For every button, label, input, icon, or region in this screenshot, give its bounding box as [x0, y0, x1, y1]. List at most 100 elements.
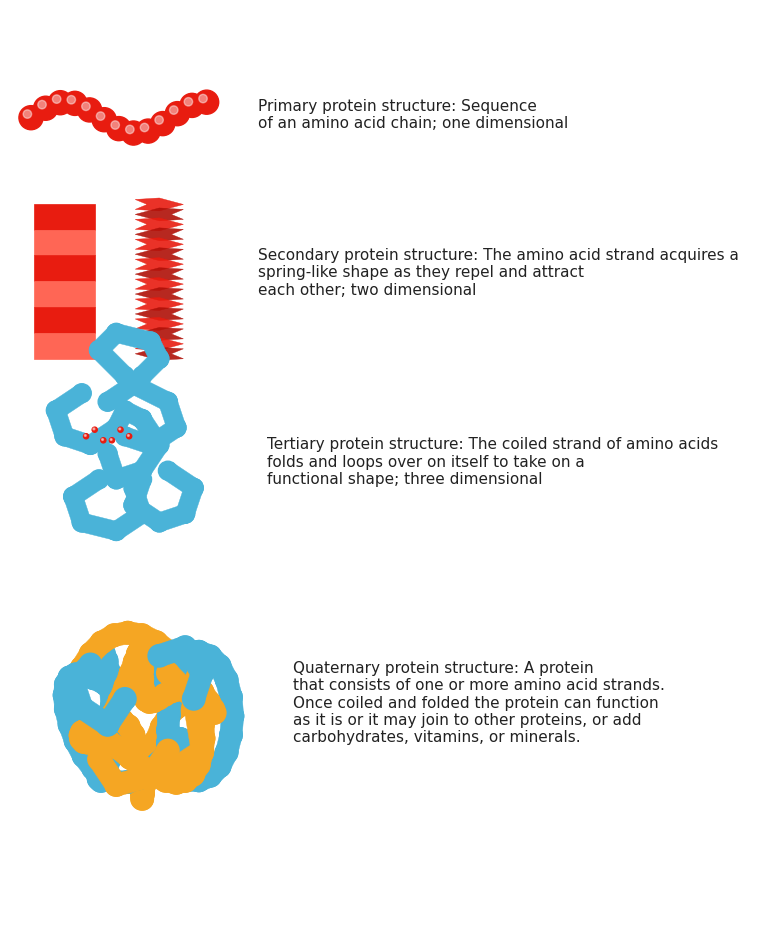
Circle shape	[95, 650, 118, 672]
Circle shape	[130, 642, 153, 665]
Circle shape	[95, 736, 118, 758]
Circle shape	[105, 770, 127, 793]
Polygon shape	[106, 708, 117, 731]
Circle shape	[161, 736, 184, 758]
Circle shape	[97, 709, 119, 732]
Circle shape	[187, 753, 210, 776]
Circle shape	[123, 651, 146, 674]
Circle shape	[219, 686, 242, 709]
Polygon shape	[75, 663, 84, 686]
Circle shape	[169, 731, 192, 753]
Circle shape	[59, 710, 81, 732]
Circle shape	[80, 715, 103, 738]
Polygon shape	[92, 725, 114, 750]
Text: Secondary protein structure: The amino acid strand acquires a
spring-like shape : Secondary protein structure: The amino a…	[259, 248, 739, 297]
Circle shape	[95, 715, 117, 737]
Circle shape	[166, 741, 188, 763]
Circle shape	[84, 434, 86, 436]
Polygon shape	[95, 658, 120, 674]
Circle shape	[86, 656, 108, 677]
Circle shape	[114, 675, 137, 698]
Circle shape	[189, 700, 212, 723]
Polygon shape	[96, 625, 119, 652]
Circle shape	[216, 669, 238, 691]
Circle shape	[144, 731, 167, 752]
Circle shape	[180, 93, 204, 118]
Polygon shape	[88, 747, 112, 763]
Circle shape	[132, 783, 154, 805]
Circle shape	[80, 715, 103, 738]
Polygon shape	[76, 698, 114, 734]
Polygon shape	[34, 307, 95, 332]
Circle shape	[59, 666, 80, 689]
Circle shape	[194, 90, 219, 114]
Circle shape	[87, 642, 110, 665]
Circle shape	[133, 504, 152, 523]
Polygon shape	[94, 642, 111, 662]
Circle shape	[123, 743, 145, 766]
Circle shape	[162, 747, 184, 770]
Circle shape	[59, 713, 80, 736]
Circle shape	[119, 747, 141, 769]
Circle shape	[107, 323, 126, 342]
Circle shape	[182, 668, 205, 691]
Circle shape	[145, 631, 167, 654]
Polygon shape	[80, 664, 97, 689]
Circle shape	[162, 673, 184, 694]
Polygon shape	[100, 767, 119, 792]
Circle shape	[95, 715, 117, 737]
Text: Tertiary protein structure: The coiled strand of amino acids
folds and loops ove: Tertiary protein structure: The coiled s…	[267, 437, 719, 487]
Polygon shape	[156, 504, 188, 531]
Polygon shape	[120, 402, 146, 428]
Circle shape	[134, 773, 155, 796]
Polygon shape	[122, 428, 154, 454]
Circle shape	[73, 384, 91, 403]
Circle shape	[137, 681, 160, 704]
Circle shape	[185, 690, 208, 712]
Circle shape	[101, 714, 123, 737]
Polygon shape	[94, 768, 117, 783]
Circle shape	[219, 724, 242, 747]
Polygon shape	[91, 643, 109, 661]
Circle shape	[119, 662, 142, 684]
Circle shape	[90, 341, 109, 360]
Polygon shape	[91, 719, 115, 742]
Polygon shape	[157, 731, 179, 743]
Circle shape	[203, 702, 225, 724]
Polygon shape	[66, 656, 98, 690]
Circle shape	[74, 719, 97, 742]
Circle shape	[137, 761, 160, 783]
Circle shape	[169, 640, 192, 663]
Polygon shape	[134, 414, 167, 450]
Circle shape	[67, 719, 89, 741]
Polygon shape	[135, 317, 184, 331]
Circle shape	[137, 681, 160, 704]
Polygon shape	[135, 352, 166, 383]
Circle shape	[131, 783, 153, 806]
Polygon shape	[91, 770, 109, 789]
Circle shape	[219, 686, 242, 709]
Circle shape	[122, 724, 144, 746]
Circle shape	[180, 683, 202, 705]
Circle shape	[159, 392, 177, 411]
Circle shape	[159, 641, 181, 664]
Circle shape	[87, 747, 109, 770]
Polygon shape	[141, 691, 155, 712]
Polygon shape	[150, 747, 174, 770]
Polygon shape	[64, 494, 91, 525]
Circle shape	[64, 672, 87, 694]
Circle shape	[135, 659, 158, 682]
Circle shape	[157, 739, 179, 762]
Circle shape	[118, 428, 123, 432]
Polygon shape	[202, 649, 227, 674]
Polygon shape	[131, 660, 153, 670]
Circle shape	[187, 753, 210, 776]
Polygon shape	[103, 696, 130, 719]
Circle shape	[166, 102, 190, 125]
Polygon shape	[34, 256, 95, 281]
Polygon shape	[59, 696, 82, 712]
Polygon shape	[162, 659, 187, 678]
Polygon shape	[135, 268, 184, 280]
Polygon shape	[95, 672, 113, 694]
Circle shape	[81, 435, 100, 454]
